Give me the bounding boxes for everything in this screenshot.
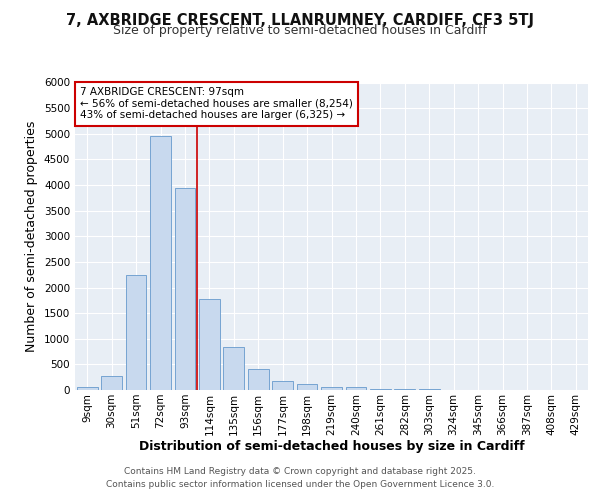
Bar — [77, 388, 98, 390]
Bar — [346, 388, 367, 390]
X-axis label: Distribution of semi-detached houses by size in Cardiff: Distribution of semi-detached houses by … — [139, 440, 524, 454]
Bar — [223, 347, 244, 390]
Text: Contains HM Land Registry data © Crown copyright and database right 2025.: Contains HM Land Registry data © Crown c… — [124, 467, 476, 476]
Bar — [175, 188, 196, 390]
Bar — [394, 389, 415, 390]
Y-axis label: Number of semi-detached properties: Number of semi-detached properties — [25, 120, 38, 352]
Bar — [272, 381, 293, 390]
Bar — [199, 299, 220, 390]
Bar — [296, 384, 317, 390]
Text: 7 AXBRIDGE CRESCENT: 97sqm
← 56% of semi-detached houses are smaller (8,254)
43%: 7 AXBRIDGE CRESCENT: 97sqm ← 56% of semi… — [80, 87, 353, 120]
Text: Size of property relative to semi-detached houses in Cardiff: Size of property relative to semi-detach… — [113, 24, 487, 37]
Text: Contains public sector information licensed under the Open Government Licence 3.: Contains public sector information licen… — [106, 480, 494, 489]
Bar — [150, 136, 171, 390]
Bar — [321, 386, 342, 390]
Text: 7, AXBRIDGE CRESCENT, LLANRUMNEY, CARDIFF, CF3 5TJ: 7, AXBRIDGE CRESCENT, LLANRUMNEY, CARDIF… — [66, 12, 534, 28]
Bar — [125, 274, 146, 390]
Bar — [101, 376, 122, 390]
Bar — [248, 369, 269, 390]
Bar — [370, 388, 391, 390]
